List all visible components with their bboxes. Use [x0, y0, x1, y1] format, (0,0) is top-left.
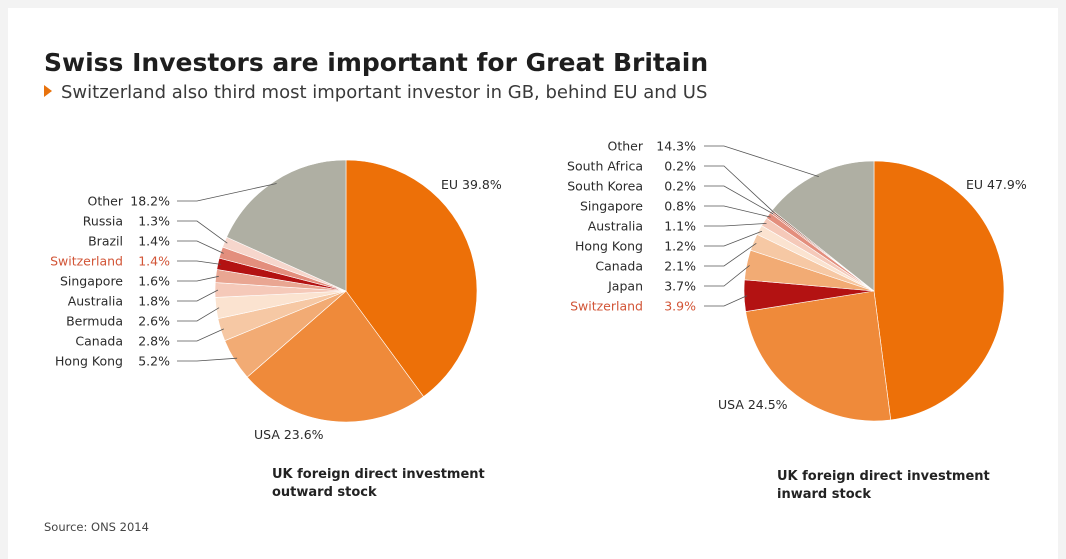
caption-line: UK foreign direct investment: [777, 468, 990, 486]
outward-chart-caption: UK foreign direct investment outward sto…: [272, 466, 485, 502]
legend-value-south-korea: 0.2%: [664, 179, 696, 194]
legend-value-singapore: 0.8%: [664, 199, 696, 214]
source-note: Source: ONS 2014: [44, 520, 149, 534]
legend-name-south-africa: South Africa: [567, 159, 643, 174]
legend-name-japan: Japan: [607, 279, 643, 294]
legend-value-canada: 2.1%: [664, 259, 696, 274]
legend-name-canada: Canada: [595, 259, 643, 274]
legend-value-south-africa: 0.2%: [664, 159, 696, 174]
leader-line-singapore: [704, 206, 771, 217]
legend-value-hong-kong: 1.2%: [664, 239, 696, 254]
legend-name-switzerland: Switzerland: [570, 299, 643, 314]
legend-name-south-korea: South Korea: [567, 179, 643, 194]
caption-line: outward stock: [272, 484, 485, 502]
legend-name-singapore: Singapore: [580, 199, 643, 214]
legend-name-australia: Australia: [588, 219, 643, 234]
legend-name-other: Other: [608, 139, 644, 154]
legend-value-other: 14.3%: [656, 139, 696, 154]
leader-line-switzerland: [704, 296, 747, 306]
pie-slice-eu: [874, 161, 1004, 420]
leader-line-australia: [704, 223, 767, 226]
slice-label-usa: USA 24.5%: [718, 397, 788, 412]
legend-value-japan: 3.7%: [664, 279, 696, 294]
leader-line-japan: [704, 265, 750, 286]
inward-chart-caption: UK foreign direct investment inward stoc…: [777, 468, 990, 504]
caption-line: inward stock: [777, 486, 990, 504]
legend-value-australia: 1.1%: [664, 219, 696, 234]
leader-line-other: [704, 146, 819, 177]
legend-name-hong-kong: Hong Kong: [575, 239, 643, 254]
caption-line: UK foreign direct investment: [272, 466, 485, 484]
slice-label-eu: EU 47.9%: [966, 177, 1027, 192]
slide: Swiss Investors are important for Great …: [8, 8, 1058, 559]
legend-value-switzerland: 3.9%: [664, 299, 696, 314]
